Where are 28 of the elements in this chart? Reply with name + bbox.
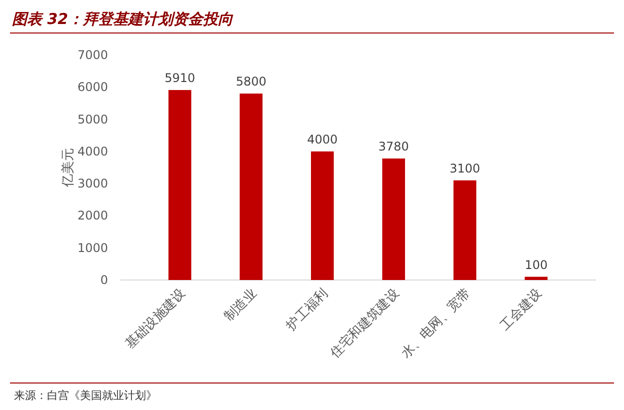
y-tick-label: 0 bbox=[100, 273, 108, 287]
y-tick-label: 3000 bbox=[77, 176, 108, 191]
y-tick-label: 7000 bbox=[77, 48, 108, 62]
y-tick-label: 5000 bbox=[77, 112, 108, 126]
data-label: 100 bbox=[524, 258, 548, 272]
data-label: 5800 bbox=[236, 74, 266, 89]
x-tick-label: 水、电网、宽带 bbox=[398, 286, 474, 362]
bar bbox=[240, 94, 263, 280]
x-tick-label: 制造业 bbox=[222, 286, 260, 324]
x-tick-label: 工会建设 bbox=[498, 286, 545, 334]
bar bbox=[310, 151, 334, 280]
y-tick-label: 4000 bbox=[77, 144, 108, 158]
bar bbox=[524, 276, 548, 280]
bar bbox=[168, 90, 192, 280]
y-tick-label: 2000 bbox=[77, 208, 108, 223]
bar bbox=[382, 158, 406, 280]
chart-title: 图表 32：拜登基建计划资金投向 bbox=[12, 10, 234, 28]
y-tick-label: 6000 bbox=[77, 80, 108, 94]
data-label: 4000 bbox=[307, 132, 338, 146]
y-axis-title: 亿美元 bbox=[60, 148, 76, 188]
y-tick-label: 1000 bbox=[77, 240, 108, 255]
data-label: 3780 bbox=[378, 140, 409, 154]
x-tick-label: 基础设施建设 bbox=[122, 286, 189, 352]
data-label: 5910 bbox=[164, 71, 196, 86]
x-tick-label: 护工福利 bbox=[283, 286, 332, 334]
data-label: 3100 bbox=[450, 161, 480, 176]
source-note: 来源：白宫《美国就业计划》 bbox=[14, 389, 157, 402]
bar bbox=[453, 180, 476, 280]
